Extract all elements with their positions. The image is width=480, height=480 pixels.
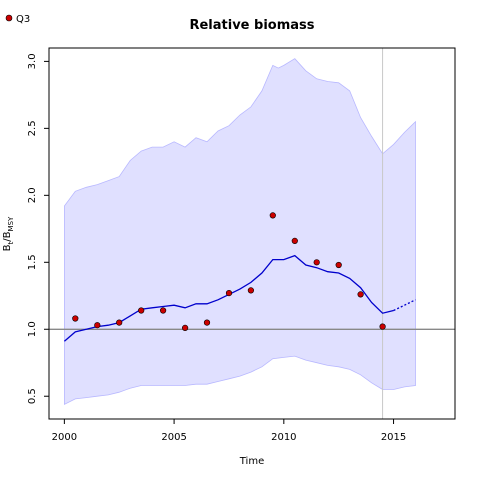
x-tick-label: 2005 xyxy=(161,432,186,443)
y-tick-label: 0.5 xyxy=(27,388,38,404)
observation-points xyxy=(72,212,386,332)
confidence-band-layer xyxy=(64,58,416,405)
y-tick-label: 3.0 xyxy=(27,53,38,69)
observation-point xyxy=(291,237,298,244)
observation-point xyxy=(357,291,364,298)
legend-label-q3: Q3 xyxy=(16,14,30,25)
plot-frame xyxy=(48,47,456,420)
observation-point xyxy=(72,315,79,322)
chart-title: Relative biomass xyxy=(189,18,314,33)
x-axis: 2000 2005 2010 2015 xyxy=(52,419,406,443)
observation-point xyxy=(313,259,320,266)
x-tick-label: 2010 xyxy=(271,432,296,443)
reference-lines xyxy=(49,48,455,419)
legend-marker-q3 xyxy=(5,14,13,22)
y-axis: 0.5 1.0 1.5 2.0 2.5 3.0 xyxy=(27,53,49,404)
observation-point xyxy=(138,307,145,314)
observation-point xyxy=(203,319,211,326)
y-tick-label: 1.5 xyxy=(27,254,38,270)
observation-point xyxy=(116,319,123,326)
observation-point xyxy=(225,290,233,297)
x-tick-label: 2015 xyxy=(381,432,406,443)
confidence-band xyxy=(64,58,416,405)
observation-point xyxy=(269,212,276,219)
observation-point xyxy=(182,324,189,332)
legend: Q3 xyxy=(5,14,30,25)
observation-point xyxy=(94,322,101,329)
y-tick-label: 1.0 xyxy=(27,321,38,337)
observation-point xyxy=(335,261,342,269)
observation-point xyxy=(247,287,254,294)
y-axis-label: Bt/BMSY xyxy=(2,216,15,251)
x-tick-label: 2000 xyxy=(52,432,77,443)
y-tick-label: 2.0 xyxy=(27,187,38,203)
forecast-line xyxy=(393,299,416,312)
x-axis-label: Time xyxy=(239,456,264,467)
observation-point xyxy=(160,307,167,314)
y-tick-label: 2.5 xyxy=(27,120,38,136)
observation-point xyxy=(379,323,386,330)
